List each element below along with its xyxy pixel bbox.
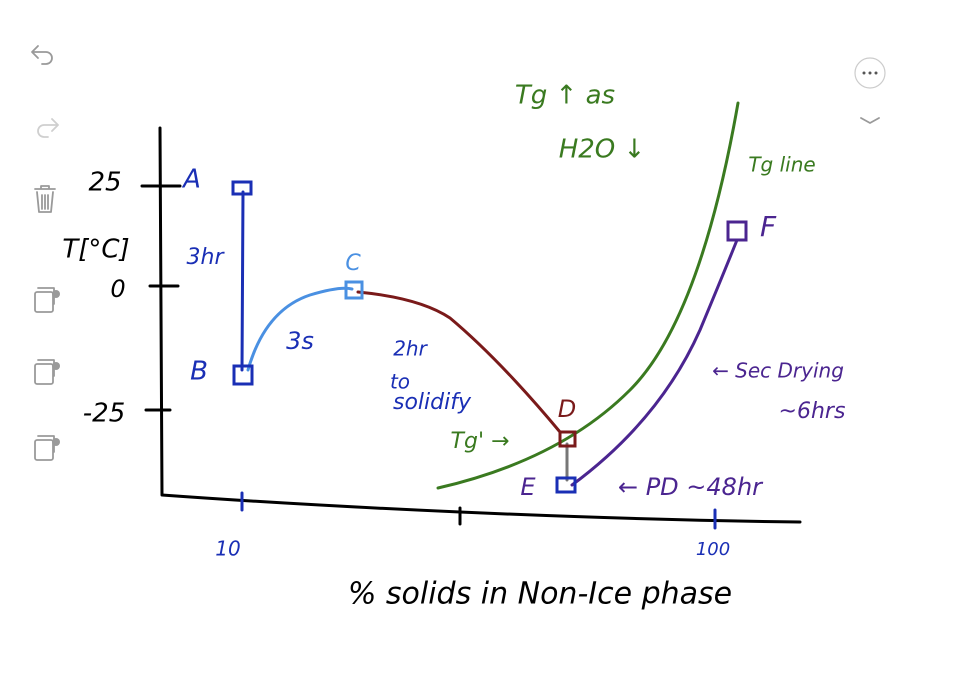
annotation: H2O ↓ [559,135,646,165]
point-label: E [520,473,536,501]
annotation: 2hr [393,337,428,361]
point-label: C [345,251,361,276]
process-path [231,101,748,494]
annotation: to [390,370,410,394]
point-label: A [181,165,201,195]
annotation: Tg' → [451,429,510,454]
collapse-button[interactable] [860,117,880,124]
annotation: ~6hrs [779,399,846,424]
annotation: 3s [286,327,314,355]
annotation: Tg line [748,153,815,177]
annotation: ← PD ~48hr [618,473,764,501]
point-label: B [190,357,208,387]
annotation: 3hr [187,245,226,270]
page-remove-button[interactable] [34,359,60,385]
y-tick-label: -25 [83,399,125,429]
x-tick-label: 10 [215,537,240,561]
annotation: ← Sec Drying [712,359,844,383]
redo-button[interactable] [37,118,59,138]
y-tick-label: 0 [110,275,125,303]
delete-button[interactable] [34,185,56,213]
axes [140,126,802,530]
point-label: D [558,395,576,423]
page-add-button[interactable] [34,287,60,313]
y-tick-label: 25 [88,168,121,198]
annotation: Tg ↑ as [515,81,615,111]
undo-button[interactable] [31,45,53,65]
annotation: solidify [393,390,472,415]
page-more-button[interactable] [34,435,60,461]
more-button[interactable] [854,57,886,89]
y-axis-label: T[°C] [62,235,129,265]
x-tick-label: 100 [696,539,730,560]
point-label: F [760,210,777,243]
x-axis-label: % solids in Non-Ice phase [348,577,732,612]
